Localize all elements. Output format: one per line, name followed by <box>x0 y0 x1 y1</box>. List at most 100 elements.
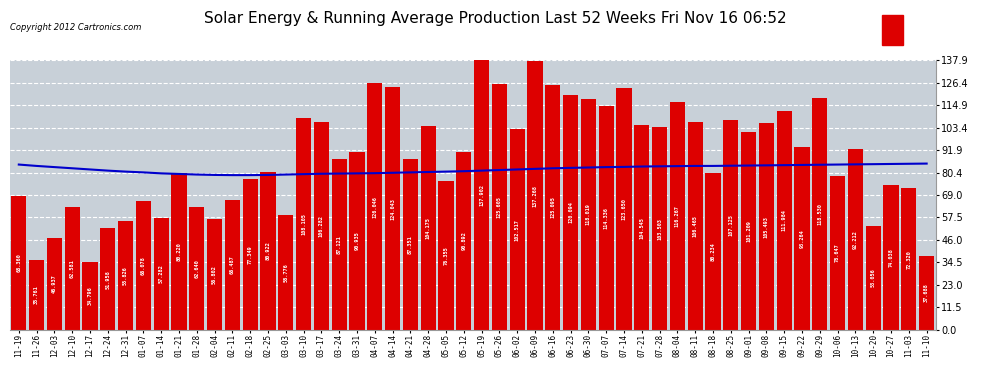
Bar <box>314 122 329 330</box>
Bar <box>189 207 204 330</box>
Bar <box>474 60 489 330</box>
Bar <box>830 176 845 330</box>
Bar <box>706 173 721 330</box>
Text: 76.355: 76.355 <box>444 246 448 265</box>
Text: 103.503: 103.503 <box>657 218 662 240</box>
Bar <box>349 152 364 330</box>
Text: 104.545: 104.545 <box>640 217 644 238</box>
Bar <box>82 262 98 330</box>
Bar <box>528 61 543 330</box>
Text: 101.209: 101.209 <box>746 220 751 242</box>
Text: 62.640: 62.640 <box>194 259 199 278</box>
Text: 68.360: 68.360 <box>16 254 22 273</box>
Bar <box>439 180 453 330</box>
Text: 114.336: 114.336 <box>604 207 609 229</box>
Text: 118.530: 118.530 <box>818 203 823 225</box>
Text: 87.121: 87.121 <box>337 236 342 254</box>
Text: Copyright 2012 Cartronics.com: Copyright 2012 Cartronics.com <box>10 22 142 32</box>
Bar <box>385 87 400 330</box>
Bar <box>100 228 116 330</box>
Bar <box>403 159 418 330</box>
Text: 55.826: 55.826 <box>123 266 128 285</box>
Bar <box>153 218 168 330</box>
Bar <box>563 95 578 330</box>
Text: 37.688: 37.688 <box>924 284 930 303</box>
Text: 106.465: 106.465 <box>693 215 698 237</box>
Bar <box>367 83 382 330</box>
Bar <box>456 152 471 330</box>
Bar <box>421 126 436 330</box>
Bar <box>742 132 756 330</box>
Text: 118.019: 118.019 <box>586 204 591 225</box>
Bar <box>795 147 810 330</box>
Bar <box>64 207 80 330</box>
Bar <box>545 85 560 330</box>
Text: 116.267: 116.267 <box>675 205 680 227</box>
Text: 66.487: 66.487 <box>230 255 235 274</box>
Text: 46.937: 46.937 <box>51 274 56 293</box>
Text: 51.958: 51.958 <box>105 270 110 288</box>
Text: 58.776: 58.776 <box>283 263 288 282</box>
Text: 90.935: 90.935 <box>354 232 359 251</box>
Bar <box>510 129 525 330</box>
Bar <box>492 84 507 330</box>
Text: Weekly (kWh): Weekly (kWh) <box>908 25 975 35</box>
Text: 108.105: 108.105 <box>301 213 306 235</box>
Bar <box>847 150 863 330</box>
Bar <box>243 178 257 330</box>
Bar <box>296 118 311 330</box>
Text: 104.175: 104.175 <box>426 217 431 239</box>
Bar <box>688 122 703 330</box>
Bar <box>617 88 632 330</box>
Bar <box>171 173 186 330</box>
Bar <box>865 226 881 330</box>
Text: Average (kWh): Average (kWh) <box>736 25 808 35</box>
Text: 56.802: 56.802 <box>212 265 217 284</box>
Bar <box>11 196 27 330</box>
Bar <box>581 99 596 330</box>
Bar <box>635 125 649 330</box>
Bar <box>260 171 275 330</box>
Bar <box>225 200 240 330</box>
Text: 125.605: 125.605 <box>497 196 502 218</box>
Text: 111.984: 111.984 <box>782 209 787 231</box>
Bar <box>599 106 614 330</box>
Bar <box>332 159 346 330</box>
Text: 87.351: 87.351 <box>408 235 413 254</box>
Text: 80.234: 80.234 <box>711 242 716 261</box>
Text: 137.268: 137.268 <box>533 184 538 207</box>
Text: 80.220: 80.220 <box>176 242 181 261</box>
Text: 106.282: 106.282 <box>319 215 324 237</box>
Text: 107.125: 107.125 <box>729 214 734 236</box>
Text: 105.493: 105.493 <box>764 216 769 238</box>
Bar <box>901 188 917 330</box>
Text: 77.349: 77.349 <box>248 245 252 264</box>
Text: 124.043: 124.043 <box>390 198 395 219</box>
Text: 125.095: 125.095 <box>550 196 555 219</box>
Text: 66.078: 66.078 <box>141 256 146 274</box>
Text: 62.581: 62.581 <box>69 260 74 278</box>
Bar <box>136 201 150 330</box>
Text: 93.264: 93.264 <box>800 230 805 248</box>
Text: 80.922: 80.922 <box>265 242 270 260</box>
Bar <box>652 128 667 330</box>
Text: Solar Energy & Running Average Production Last 52 Weeks Fri Nov 16 06:52: Solar Energy & Running Average Productio… <box>204 11 786 26</box>
Text: 126.046: 126.046 <box>372 196 377 217</box>
Text: 74.038: 74.038 <box>889 248 894 267</box>
Bar <box>278 215 293 330</box>
Bar <box>759 123 774 330</box>
Bar <box>118 221 134 330</box>
Bar <box>812 98 828 330</box>
Text: 92.212: 92.212 <box>853 230 858 249</box>
Text: 78.647: 78.647 <box>836 244 841 262</box>
Text: 72.320: 72.320 <box>907 250 912 268</box>
Text: 123.650: 123.650 <box>622 198 627 220</box>
Bar <box>777 111 792 330</box>
Text: 120.094: 120.094 <box>568 201 573 223</box>
Bar <box>29 260 45 330</box>
Bar <box>883 185 899 330</box>
Text: 90.892: 90.892 <box>461 232 466 251</box>
Text: 137.902: 137.902 <box>479 184 484 206</box>
Text: 34.796: 34.796 <box>87 286 92 305</box>
Bar <box>919 256 935 330</box>
